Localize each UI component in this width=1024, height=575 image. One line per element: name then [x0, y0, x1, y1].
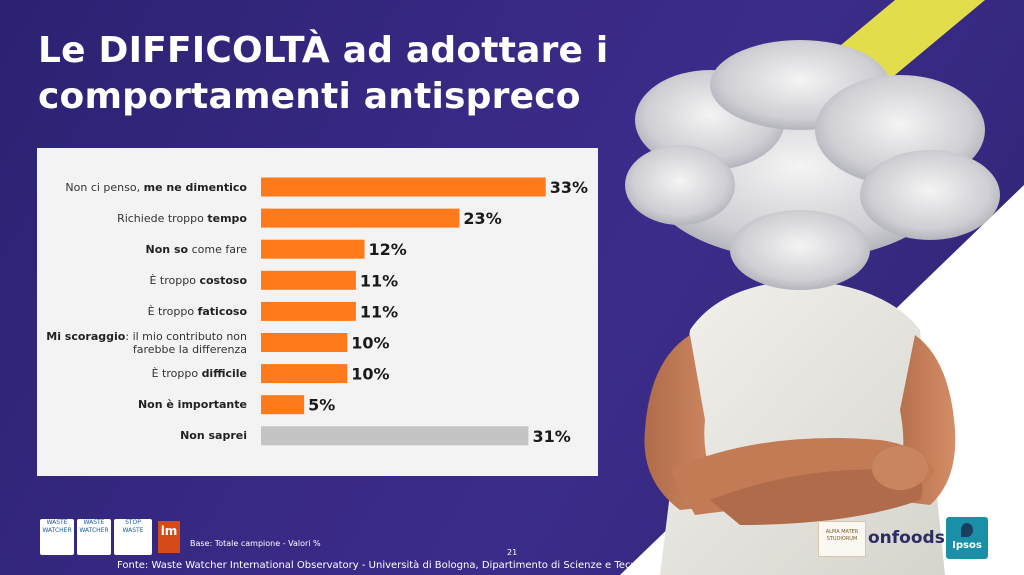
waste-watcher-logo-1: WASTE WATCHER — [40, 519, 74, 555]
footer-logos-left: WASTE WATCHER WASTE WATCHER STOP WASTE — [40, 519, 190, 555]
bar-2 — [261, 208, 460, 228]
value-label-6: 10% — [351, 334, 389, 353]
category-label-3: Non so come fare — [145, 242, 247, 256]
onfoods-logo: onfoods — [868, 528, 945, 548]
bar-chart: 33% 23% 12% 11% 11% 10% 10% 5% 31% — [261, 177, 588, 446]
bar-9 — [261, 426, 529, 446]
title-line-2: comportamenti antispreco — [38, 76, 581, 117]
cloud-head-person-illustration — [625, 40, 1000, 575]
bar-1 — [261, 177, 546, 197]
value-label-3: 12% — [369, 240, 407, 259]
value-label-2: 23% — [463, 209, 501, 228]
title-line-1: Le DIFFICOLTÀ ad adottare i — [38, 30, 609, 71]
value-label-9: 31% — [532, 427, 570, 446]
base-note: Base: Totale campione - Valori % — [190, 539, 321, 548]
source-note: Fonte: Waste Watcher International Obser… — [117, 560, 632, 571]
category-label-6: Mi scoraggio: il mio contributo non fareb… — [46, 329, 247, 356]
bar-5 — [261, 301, 356, 321]
category-label-4: È troppo costoso — [149, 273, 247, 287]
category-label-5: È troppo faticoso — [147, 304, 247, 318]
chart-panel: 33% 23% 12% 11% 11% 10% 10% 5% 31% Non ci penso,… — [37, 148, 598, 476]
category-label-7: È troppo difficile — [151, 367, 247, 381]
lm-logo: lm — [158, 521, 180, 553]
page-number: 21 — [507, 548, 518, 557]
bar-6 — [261, 333, 348, 352]
university-logo: ALMA MATER STUDIORUM — [818, 521, 866, 557]
ipsos-mark-icon — [961, 523, 973, 537]
waste-watcher-logo-2: WASTE WATCHER — [77, 519, 111, 555]
slide-title: Le DIFFICOLTÀ ad adottare i comportament… — [38, 28, 609, 120]
value-label-4: 11% — [360, 271, 398, 290]
stop-waste-logo: STOP WASTE — [114, 519, 152, 555]
category-label-1: Non ci penso, me ne dimentico — [65, 180, 247, 194]
category-label-8: Non è importante — [137, 398, 247, 412]
bar-3 — [261, 239, 365, 259]
bar-7 — [261, 364, 348, 384]
value-label-5: 11% — [360, 302, 398, 321]
value-label-7: 10% — [351, 365, 389, 384]
value-label-1: 33% — [550, 178, 588, 197]
category-label-9: Non saprei — [180, 429, 247, 443]
bar-4 — [261, 270, 356, 290]
ipsos-logo: Ipsos — [946, 517, 988, 559]
category-label-2: Richiede troppo tempo — [117, 211, 247, 225]
value-label-8: 5% — [308, 396, 335, 415]
bar-8 — [261, 395, 305, 415]
